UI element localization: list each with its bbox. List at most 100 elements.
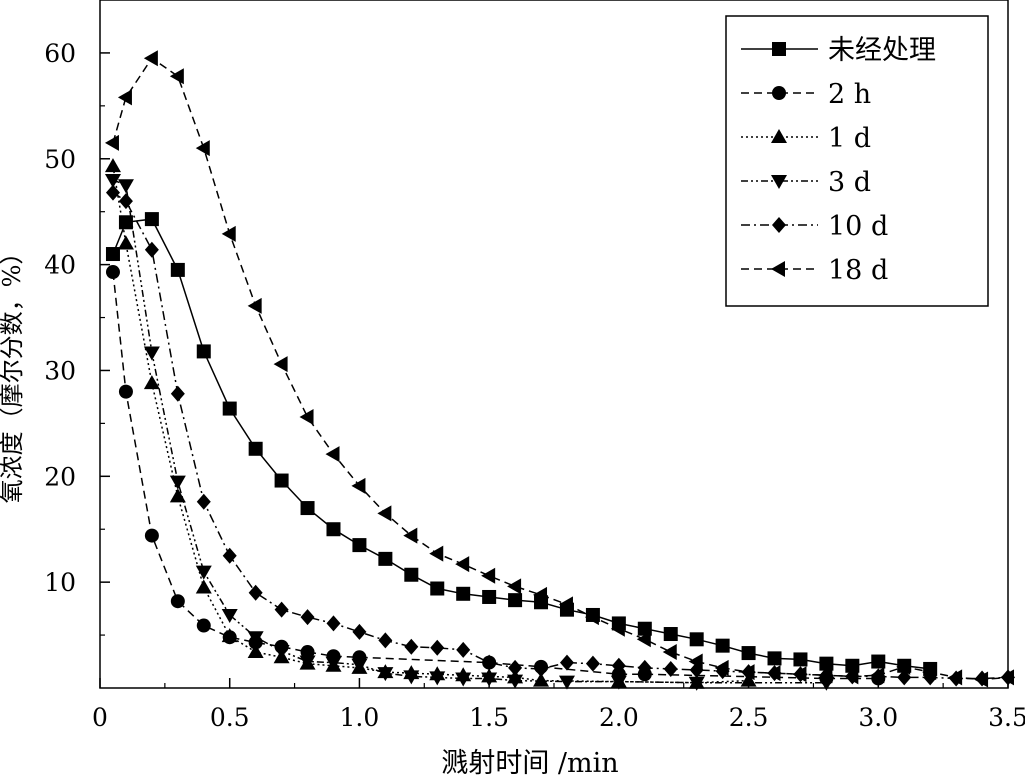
data-point (430, 639, 445, 656)
series-4 (104, 173, 835, 691)
data-point (688, 676, 705, 691)
y-tick-label: 40 (44, 251, 76, 280)
data-point (299, 655, 316, 670)
data-point (948, 669, 963, 686)
data-point (507, 674, 524, 689)
data-point (221, 608, 238, 623)
data-point (169, 488, 186, 503)
data-point (378, 632, 393, 649)
data-point (352, 623, 367, 640)
data-point (456, 586, 471, 601)
data-point (351, 658, 368, 673)
data-point (584, 609, 599, 626)
data-point (663, 660, 678, 677)
data-point (403, 670, 420, 685)
data-point (871, 654, 886, 669)
data-point (247, 631, 264, 646)
data-point (117, 179, 134, 194)
data-point (688, 653, 703, 670)
data-point (299, 409, 314, 426)
data-point (195, 140, 210, 157)
data-point (1000, 669, 1014, 686)
x-tick-label: 1.0 (340, 703, 380, 732)
data-point (714, 659, 729, 676)
y-tick-label: 50 (44, 145, 76, 174)
data-point (611, 657, 626, 674)
data-point (818, 667, 833, 684)
legend-item: 1 d (741, 123, 871, 154)
data-point (169, 475, 186, 490)
data-point (404, 638, 419, 655)
data-point (845, 658, 860, 673)
data-point (195, 579, 212, 594)
legend-label: 18 d (828, 255, 888, 286)
data-point (404, 567, 419, 582)
x-tick-label: 0.5 (210, 703, 250, 732)
legend-item: 3 d (741, 167, 871, 198)
data-point (248, 584, 263, 601)
data-point (274, 601, 289, 618)
data-point (300, 501, 315, 516)
y-tick-label: 60 (44, 39, 76, 68)
data-point (482, 589, 497, 604)
data-point (170, 594, 185, 609)
data-point (378, 551, 393, 566)
data-point (222, 547, 237, 564)
data-point (377, 667, 394, 682)
data-point (559, 654, 574, 671)
legend-marker (772, 217, 786, 233)
data-point (117, 89, 132, 106)
legend-item: 2 h (741, 79, 871, 110)
x-tick-label: 3.5 (988, 703, 1025, 732)
data-point (104, 173, 121, 188)
legend-item: 10 d (741, 211, 888, 242)
data-point (610, 620, 625, 637)
data-point (143, 50, 158, 67)
series-line (112, 166, 749, 684)
data-point (793, 652, 808, 667)
data-point (143, 375, 160, 390)
legend-item: 18 d (741, 255, 888, 286)
x-tick-label: 1.5 (469, 703, 509, 732)
y-tick-label: 20 (44, 462, 76, 491)
data-point (221, 225, 236, 242)
series-3 (104, 158, 757, 689)
x-tick-label: 2.0 (599, 703, 639, 732)
data-point (456, 641, 471, 658)
legend-marker (771, 261, 785, 277)
x-tick-label: 3.0 (858, 703, 898, 732)
data-point (508, 659, 523, 676)
data-point (325, 446, 340, 463)
data-point (300, 609, 315, 626)
data-point (896, 658, 911, 675)
data-point (273, 644, 290, 659)
data-point (144, 241, 159, 258)
data-point (766, 665, 781, 682)
legend-marker (771, 129, 787, 143)
data-point (767, 651, 782, 666)
legend-label: 3 d (828, 167, 871, 198)
data-point (273, 356, 288, 373)
legend: 未经处理 2 h 1 d 3 d 10 d 18 d (725, 15, 989, 307)
x-tick-label: 0 (92, 703, 108, 732)
data-point (585, 655, 600, 672)
data-point (247, 297, 262, 314)
data-point (534, 660, 549, 677)
data-point (637, 621, 652, 636)
data-point (248, 441, 263, 456)
data-point (104, 158, 121, 173)
data-point (689, 632, 704, 647)
y-tick-label: 10 (44, 568, 76, 597)
legend-label: 1 d (828, 123, 871, 154)
data-point (922, 664, 937, 681)
data-point (897, 669, 912, 686)
data-point (274, 473, 289, 488)
data-point (533, 586, 548, 603)
data-point (105, 184, 120, 201)
data-point (455, 556, 470, 573)
data-point (508, 593, 523, 608)
legend-label: 未经处理 (828, 35, 936, 66)
data-point (663, 627, 678, 642)
series-line (112, 271, 879, 680)
